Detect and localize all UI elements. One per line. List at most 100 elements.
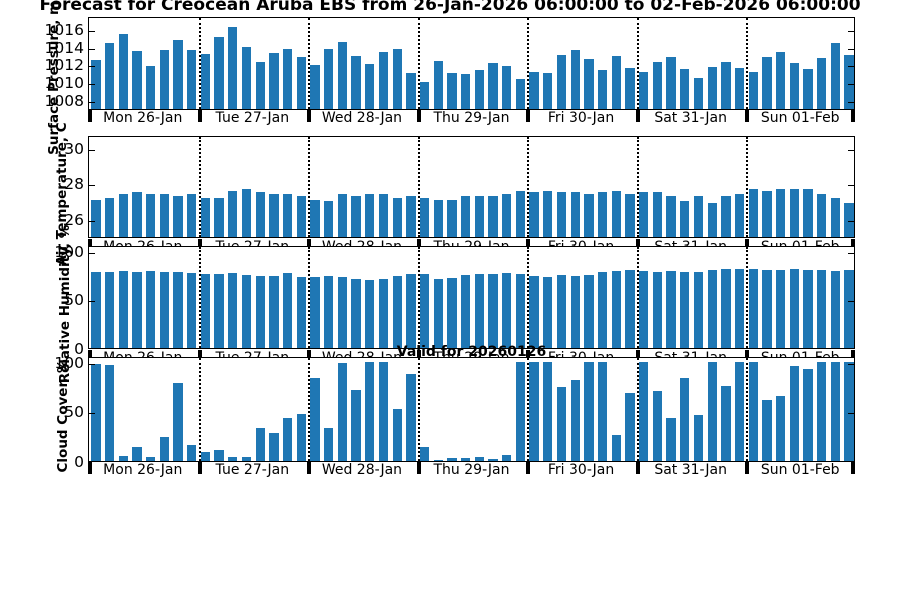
bar — [200, 452, 211, 461]
bar — [419, 447, 430, 461]
bar — [844, 361, 854, 461]
bar — [570, 192, 580, 237]
y-tick-label: 100 — [54, 242, 84, 261]
day-label: Tue 27-Jan — [215, 462, 290, 478]
bar — [734, 269, 745, 348]
y-tick-mark-right — [848, 185, 854, 187]
bar — [639, 271, 649, 348]
bar — [324, 276, 334, 348]
day-boundary-line — [636, 247, 639, 348]
plot-area-air-temperature — [89, 137, 854, 237]
bar — [556, 54, 567, 109]
bar — [433, 60, 443, 109]
bar — [392, 276, 402, 348]
bar — [625, 392, 635, 461]
day-boundary-tick — [88, 462, 92, 474]
y-ticks-air-temperature: 26 28 30 — [0, 136, 84, 238]
bar — [282, 194, 293, 237]
y-ticks-cloud-cover: 0 50 100 — [0, 354, 84, 471]
panel-air-temperature — [88, 136, 855, 238]
bar — [145, 457, 156, 461]
bar — [652, 272, 663, 348]
day-boundary-line — [746, 247, 749, 348]
bar — [474, 274, 484, 348]
day-boundary-tick — [416, 350, 421, 362]
bar — [200, 53, 211, 109]
bar — [159, 194, 169, 237]
bar — [433, 199, 443, 237]
bar — [337, 277, 348, 348]
bar — [324, 201, 334, 237]
day-boundary-tick — [416, 110, 421, 122]
bar — [748, 269, 758, 348]
bar — [351, 56, 361, 109]
y-ticks-surface-pressure: 1008 1010 1012 1014 1016 — [0, 17, 84, 110]
bar — [529, 192, 539, 237]
bar — [255, 276, 265, 348]
y-ticks-relative-humidity: 0 50 100 — [0, 242, 84, 358]
bar — [282, 49, 293, 109]
bar — [282, 418, 293, 461]
bar — [228, 457, 238, 461]
bar — [91, 363, 101, 461]
bar — [187, 50, 197, 109]
bar — [419, 197, 430, 237]
bar — [351, 389, 361, 461]
day-label: Wed 28-Jan — [321, 462, 403, 478]
bar — [118, 194, 128, 237]
bar — [173, 272, 183, 348]
day-boundary-tick — [745, 239, 750, 251]
bar — [680, 272, 690, 348]
day-boundary-line — [308, 247, 311, 348]
bar — [324, 49, 334, 109]
bar — [789, 188, 800, 237]
bar — [762, 399, 772, 461]
y-tick-label: 1008 — [44, 92, 84, 111]
day-boundary-tick — [635, 110, 640, 122]
bar — [419, 274, 430, 348]
y-tick-label: 0 — [74, 340, 84, 358]
bar — [734, 361, 745, 461]
bar — [543, 73, 553, 109]
day-label: Thu 29-Jan — [433, 110, 510, 126]
bar — [502, 66, 512, 109]
day-label: Tue 27-Jan — [215, 110, 290, 126]
bar — [502, 455, 512, 461]
bar — [104, 364, 115, 461]
y-tick-label: 50 — [64, 291, 84, 310]
y-tick-label: 1010 — [44, 74, 84, 93]
bar — [488, 274, 498, 348]
bar — [392, 49, 402, 109]
bar — [310, 199, 320, 237]
bar — [817, 270, 827, 348]
panel-cloud-cover — [88, 357, 855, 462]
bar — [337, 362, 348, 461]
day-boundary-tick — [635, 350, 640, 362]
bar — [296, 57, 306, 109]
bar — [817, 361, 827, 461]
y-tick-label: 1012 — [44, 56, 84, 75]
bar — [241, 188, 252, 237]
bar — [693, 415, 704, 461]
day-boundary-line — [746, 358, 749, 461]
day-boundary-line — [636, 137, 639, 237]
day-boundary-tick — [307, 239, 312, 251]
day-boundary-line — [527, 247, 530, 348]
bar — [803, 188, 813, 237]
bar — [392, 408, 402, 461]
bar — [776, 270, 786, 348]
day-boundary-line — [308, 18, 311, 109]
bar — [584, 275, 594, 348]
bar — [515, 274, 526, 348]
bar — [228, 26, 238, 109]
bar — [666, 271, 676, 348]
day-boundary-line — [417, 247, 420, 348]
day-boundary-tick — [416, 239, 421, 251]
plot-area-cloud-cover — [89, 358, 854, 461]
day-boundary-line — [527, 358, 530, 461]
bar — [351, 195, 361, 237]
bar — [460, 195, 471, 237]
bar — [173, 382, 183, 461]
bar — [296, 414, 306, 461]
bar — [474, 195, 484, 237]
